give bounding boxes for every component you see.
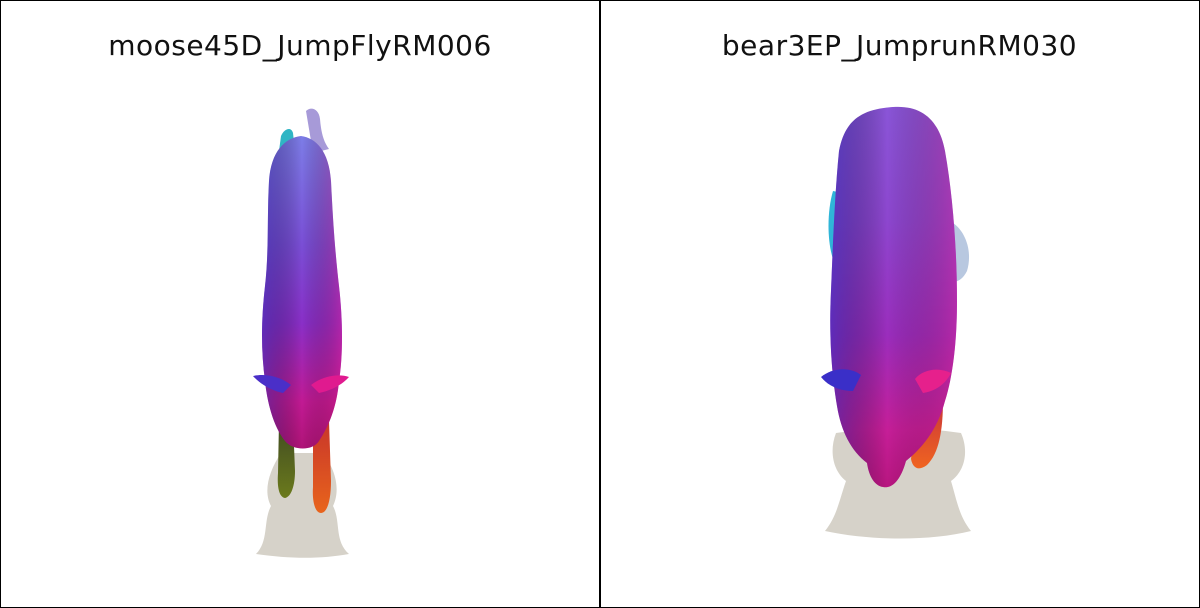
bear-ear-right bbox=[915, 369, 951, 393]
render-panel-moose: moose45D_JumpFlyRM006 bbox=[1, 1, 599, 606]
moose-shadow bbox=[256, 453, 349, 558]
render-panel-bear: bear3EP_JumprunRM030 bbox=[601, 1, 1198, 606]
bear-render bbox=[821, 106, 971, 539]
panel-title: bear3EP_JumprunRM030 bbox=[721, 29, 1078, 62]
panel-title: moose45D_JumpFlyRM006 bbox=[108, 29, 492, 62]
bear-ear-left bbox=[821, 369, 861, 391]
moose-render bbox=[253, 108, 349, 558]
panel-divider bbox=[599, 0, 601, 608]
moose-ear-left bbox=[253, 375, 291, 393]
moose-leg-right bbox=[312, 421, 331, 513]
moose-ear-right bbox=[311, 375, 349, 393]
